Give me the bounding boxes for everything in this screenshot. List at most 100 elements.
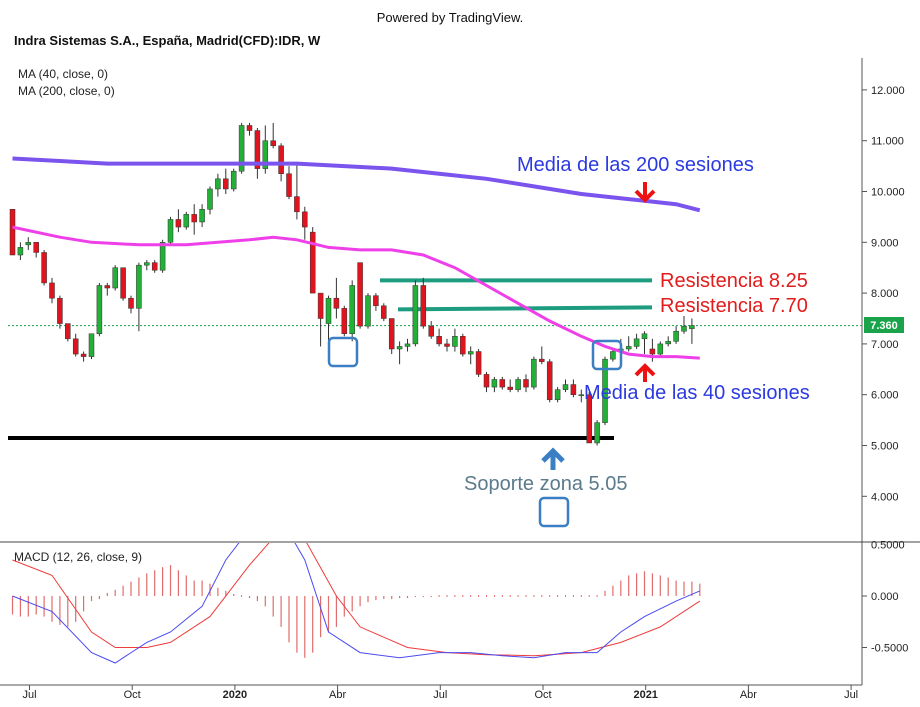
candle-body [539, 358, 545, 362]
candle-body [586, 394, 592, 444]
candle-body [294, 196, 300, 213]
powered-by-label: Powered by TradingView. [376, 10, 524, 25]
candle-body [452, 336, 458, 347]
candle-body [57, 297, 63, 324]
candle-body [381, 305, 387, 319]
candle-body [404, 343, 411, 347]
candle-body [467, 351, 474, 355]
candle-body [578, 394, 585, 396]
candle-body [278, 145, 284, 174]
candle-body [420, 285, 427, 327]
candle-body [689, 325, 695, 329]
candle-body [365, 295, 371, 327]
candle-body [499, 379, 506, 388]
candle-body [33, 242, 39, 253]
time-tick-label: Abr [740, 689, 757, 701]
candle-body [428, 325, 434, 337]
time-tick-label: Jul [22, 689, 36, 701]
candle-body [594, 422, 600, 444]
time-tick-label: Abr [329, 689, 346, 701]
candle-body [531, 358, 537, 388]
candle-body [325, 297, 332, 324]
candle-body [144, 262, 150, 266]
macd-signal-line [12, 543, 701, 657]
price-tick-label: 6.000 [871, 390, 899, 402]
candle-body [128, 297, 134, 309]
legend-ma40: MA (40, close, 0) [18, 67, 108, 81]
macd-tick-label: -0.5000 [871, 643, 908, 655]
candle-body [396, 346, 403, 350]
macd-legend: MACD (12, 26, close, 9) [14, 550, 142, 564]
candle-body [515, 379, 521, 390]
candle-body [633, 338, 640, 347]
candles [9, 122, 695, 446]
candle-body [475, 351, 482, 375]
highlight-box-dec [591, 339, 623, 371]
chart-title: Indra Sistemas S.A., España, Madrid(CFD)… [14, 33, 321, 48]
candle-body [159, 242, 166, 271]
candle-body [665, 341, 671, 345]
candle-body [215, 178, 221, 190]
candle-body [88, 333, 95, 357]
candle-body [175, 219, 182, 228]
price-tick-label: 4.000 [871, 491, 899, 503]
price-tick-label: 10.000 [871, 187, 905, 199]
candle-body [523, 379, 529, 388]
candle-body [412, 285, 419, 345]
macd-panel [11, 543, 701, 664]
legend-ma200: MA (200, close, 0) [18, 84, 115, 98]
candle-body [317, 292, 324, 319]
candle-body [223, 178, 229, 190]
candle-body [199, 209, 205, 223]
annotation-support-505: Soporte zona 5.05 [464, 473, 627, 495]
candle-body [96, 285, 103, 334]
price-tick-label: 11.000 [871, 136, 904, 148]
candle-body [104, 285, 111, 289]
price-tick-label: 7.000 [871, 339, 899, 351]
candle-body [649, 348, 656, 355]
ma200-line [12, 156, 701, 213]
candle-body [507, 386, 513, 390]
time-tick-label: Jul [844, 689, 858, 701]
candle-body [167, 219, 174, 243]
macd-line [12, 543, 700, 664]
price-axis: 4.000 5.000 6.000 7.000 8.000 9.000 10.000 11.0… [862, 85, 905, 503]
candle-body [25, 242, 32, 246]
candle-body [546, 361, 553, 401]
macd-tick-label: 0.000 [871, 591, 899, 603]
candle-body [483, 374, 490, 388]
candle-body [207, 188, 213, 210]
highlight-box-support [538, 496, 570, 528]
candle-body [72, 338, 79, 355]
annotation-ma200: Media de las 200 sesiones [517, 154, 754, 176]
price-tick-label: 5.000 [871, 441, 899, 453]
candle-body [230, 170, 237, 190]
macd-axis: 0.5000 0.000 -0.5000 [862, 540, 908, 655]
last-price-badge: 7.360 [864, 317, 904, 333]
candle-body [681, 325, 687, 332]
candle-body [309, 231, 316, 294]
candle-body [286, 173, 292, 197]
candle-body [570, 384, 577, 395]
candle-body [562, 384, 569, 390]
candle-body [610, 351, 616, 360]
candle-body [602, 358, 608, 423]
moving-averages [12, 156, 701, 360]
time-tick-label: Oct [534, 689, 551, 701]
candle-body [270, 140, 276, 147]
candle-body [625, 346, 632, 350]
price-tick-label: 8.000 [871, 288, 899, 300]
annotation-ma40: Media de las 40 sesiones [584, 382, 810, 404]
candle-body [49, 282, 55, 299]
candle-body [373, 295, 379, 307]
candle-body [183, 214, 190, 228]
candle-body [491, 379, 498, 388]
candle-body [65, 323, 71, 340]
candle-body [151, 262, 158, 271]
candle-body [302, 211, 308, 228]
candle-body [641, 333, 648, 340]
candle-body [9, 209, 16, 256]
candle-body [357, 262, 363, 327]
candle-body [136, 264, 142, 309]
